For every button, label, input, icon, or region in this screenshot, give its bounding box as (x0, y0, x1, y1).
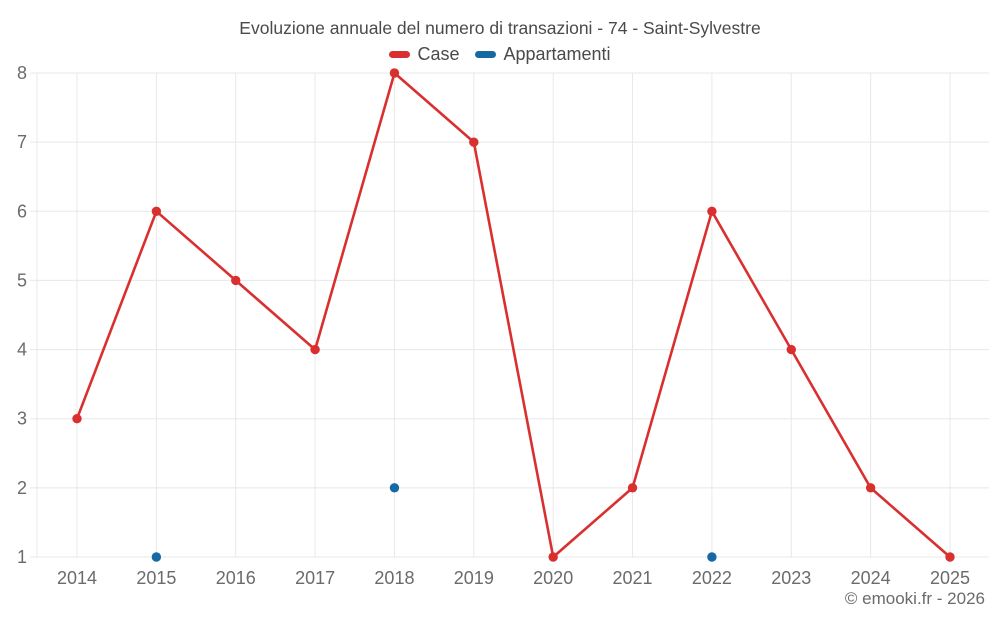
data-point-case-2016[interactable] (231, 275, 241, 286)
y-axis-tick-label: 3 (17, 409, 27, 429)
legend-label-appartamenti: Appartamenti (503, 44, 611, 64)
x-axis-tick-label: 2014 (57, 568, 97, 588)
y-axis-tick-label: 5 (17, 270, 27, 290)
x-axis-tick-label: 2017 (295, 568, 335, 588)
y-axis-tick-label: 1 (17, 547, 27, 567)
data-point-case-2017[interactable] (310, 344, 320, 355)
data-point-appartamenti-2015[interactable] (151, 552, 162, 562)
data-point-case-2021[interactable] (627, 483, 638, 493)
data-point-case-2014[interactable] (72, 414, 82, 424)
x-axis-tick-label: 2025 (930, 568, 970, 588)
chart-title: Evoluzione annuale del numero di transaz… (239, 18, 761, 38)
data-point-appartamenti-2018[interactable] (389, 483, 400, 493)
y-axis-tick-label: 8 (17, 63, 27, 83)
x-axis-tick-label: 2024 (851, 568, 891, 588)
data-point-appartamenti-2022[interactable] (707, 552, 717, 562)
x-axis-tick-label: 2020 (533, 568, 573, 588)
x-axis-tick-label: 2018 (374, 568, 414, 588)
y-axis-tick-label: 6 (17, 201, 27, 221)
appartamenti-series-swatch-icon (475, 51, 497, 58)
data-point-case-2023[interactable] (786, 344, 796, 355)
x-axis-tick-label: 2021 (613, 568, 653, 588)
x-axis-tick-label: 2016 (216, 568, 256, 588)
data-point-case-2024[interactable] (865, 483, 876, 493)
legend-item-appartamenti[interactable]: Appartamenti (475, 44, 611, 65)
data-point-case-2018[interactable] (389, 68, 400, 78)
x-axis-tick-label: 2023 (771, 568, 811, 588)
data-point-case-2019[interactable] (469, 137, 479, 147)
data-point-case-2020[interactable] (548, 552, 558, 562)
legend-item-case[interactable]: Case (389, 44, 459, 65)
case-series-swatch-icon (389, 51, 411, 58)
y-axis-tick-label: 4 (17, 340, 27, 360)
series-line-case (75, 71, 952, 559)
x-axis-tick-label: 2019 (454, 568, 494, 588)
watermark-credit: © emooki.fr - 2026 (844, 589, 985, 608)
legend-label-case: Case (417, 44, 460, 64)
x-axis-tick-label: 2015 (136, 568, 176, 588)
data-point-case-2022[interactable] (707, 206, 717, 216)
chart-legend: Case Appartamenti (0, 44, 1000, 65)
data-point-case-2025[interactable] (945, 552, 955, 562)
y-axis-tick-label: 2 (17, 478, 27, 498)
y-axis-tick-label: 7 (17, 132, 27, 152)
x-axis-tick-label: 2022 (692, 568, 732, 588)
data-point-case-2015[interactable] (151, 206, 162, 216)
